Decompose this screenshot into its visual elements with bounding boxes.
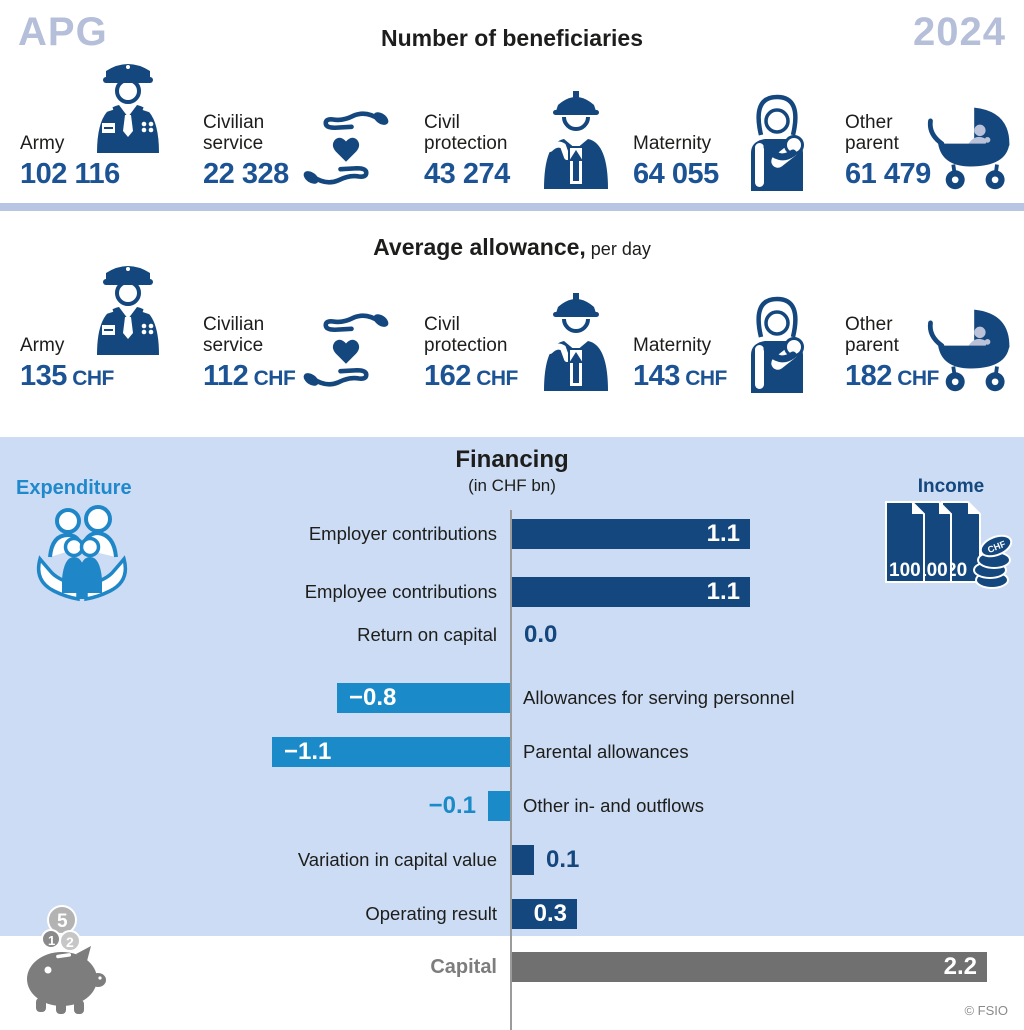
stat-label: Civil protection <box>424 313 508 357</box>
chart-label-other-in-and-outflows: Other in- and outflows <box>523 795 704 816</box>
svg-text:2: 2 <box>66 934 74 950</box>
stat-unit: CHF <box>66 367 114 390</box>
chart-bar-employer-contributions: 1.1 <box>512 519 750 549</box>
svg-text:1: 1 <box>48 933 55 948</box>
financing-bar-chart: Employer contributions 1.1 Employee contri… <box>0 510 1024 1030</box>
svg-text:5: 5 <box>57 911 68 932</box>
brand-logo: APG <box>18 10 108 54</box>
chart-bar-other-in-and-outflows <box>488 791 510 821</box>
family-hands-icon <box>30 503 134 603</box>
stat-value: 135 CHF <box>20 360 114 392</box>
chart-axis-line <box>510 510 512 1030</box>
army-icon <box>92 259 164 359</box>
chart-value-operating-result: 0.3 <box>533 900 567 927</box>
stat-label: Other parent <box>845 111 899 155</box>
maternity-icon <box>737 289 817 395</box>
stat-label: Other parent <box>845 313 899 357</box>
banknotes-coins-icon: 20 100 100 CHF <box>884 498 1016 590</box>
stat-unit: CHF <box>679 367 727 390</box>
allowance-title-bold: Average allowance, <box>373 234 586 260</box>
beneficiaries-title: Number of beneficiaries <box>380 25 644 51</box>
civil-protection-icon <box>536 287 616 395</box>
stat-label: Maternity <box>633 133 712 155</box>
stat-value: 112 CHF <box>203 360 296 392</box>
chart-bar-variation-in-capital-value <box>512 845 534 875</box>
chart-value-return-on-capital: 0.0 <box>524 621 558 648</box>
chart-value-parental-allowances: −1.1 <box>284 738 332 765</box>
copyright-label: © FSIO <box>964 1003 1008 1018</box>
stat-label: Army <box>20 335 65 357</box>
stat-label: Civil protection <box>424 111 508 155</box>
piggy-bank-icon: 5 1 2 <box>18 900 110 1016</box>
hands-heart-icon <box>300 103 392 193</box>
chart-bar-employee-contributions: 1.1 <box>512 577 750 607</box>
maternity-icon <box>737 87 817 193</box>
chart-bar-operating-result: 0.3 <box>512 899 577 929</box>
chart-label-operating-result: Operating result <box>365 903 497 924</box>
chart-bar-capital: 2.2 <box>512 952 987 982</box>
stat-value: 162 CHF <box>424 360 518 392</box>
chart-label-parental-allowances: Parental allowances <box>523 741 689 762</box>
stat-value: 102 116 <box>20 158 120 190</box>
stat-unit: CHF <box>248 367 296 390</box>
pram-icon <box>921 303 1016 395</box>
chart-value-employee-contributions: 1.1 <box>706 578 740 605</box>
chart-bar-allowances-for-serving-personnel: −0.8 <box>337 683 510 713</box>
expenditure-label: Expenditure <box>16 477 132 499</box>
stat-label: Civilian service <box>203 313 265 357</box>
financing-title: Financing <box>455 446 569 473</box>
allowance-title: Average allowance, per day <box>0 234 1024 261</box>
stat-value: 61 479 <box>845 158 931 190</box>
allowance-title-suffix: per day <box>585 239 651 259</box>
chart-label-employee-contributions: Employee contributions <box>304 581 497 602</box>
chart-value-allowances-for-serving-personnel: −0.8 <box>349 684 397 711</box>
stat-value: 143 CHF <box>633 360 727 392</box>
pram-icon <box>921 101 1016 193</box>
income-label: Income <box>917 476 985 497</box>
svg-text:100: 100 <box>889 560 921 581</box>
chart-label-allowances-for-serving-personnel: Allowances for serving personnel <box>523 687 795 708</box>
civil-protection-icon <box>536 85 616 193</box>
stat-value: 182 CHF <box>845 360 939 392</box>
stat-value: 22 328 <box>203 158 289 190</box>
chart-value-employer-contributions: 1.1 <box>706 520 740 547</box>
stat-value: 43 274 <box>424 158 510 190</box>
stat-value: 64 055 <box>633 158 719 190</box>
allowance-section: Army 135 CHF Civilian service 112 CHF Civi… <box>0 211 1024 437</box>
chart-label-return-on-capital: Return on capital <box>357 624 497 645</box>
chart-bar-parental-allowances: −1.1 <box>272 737 510 767</box>
section-divider <box>0 203 1024 211</box>
chart-label-variation-in-capital-value: Variation in capital value <box>297 849 497 870</box>
chart-value-capital: 2.2 <box>943 953 977 980</box>
stat-label: Maternity <box>633 335 712 357</box>
chart-value-variation-in-capital-value: 0.1 <box>546 846 580 873</box>
financing-subtitle: (in CHF bn) <box>468 476 556 495</box>
stat-label: Civilian service <box>203 111 265 155</box>
hands-heart-icon <box>300 305 392 395</box>
stat-unit: CHF <box>891 367 939 390</box>
stat-label: Army <box>20 133 65 155</box>
beneficiaries-section: Army 102 116 Civilian service 22 328 Civil… <box>0 0 1024 203</box>
chart-label-employer-contributions: Employer contributions <box>308 523 497 544</box>
year-label: 2024 <box>913 10 1006 54</box>
chart-value-other-in-and-outflows: −0.1 <box>428 792 476 819</box>
army-icon <box>92 57 164 157</box>
chart-label-capital: Capital <box>430 956 497 978</box>
stat-unit: CHF <box>470 367 518 390</box>
